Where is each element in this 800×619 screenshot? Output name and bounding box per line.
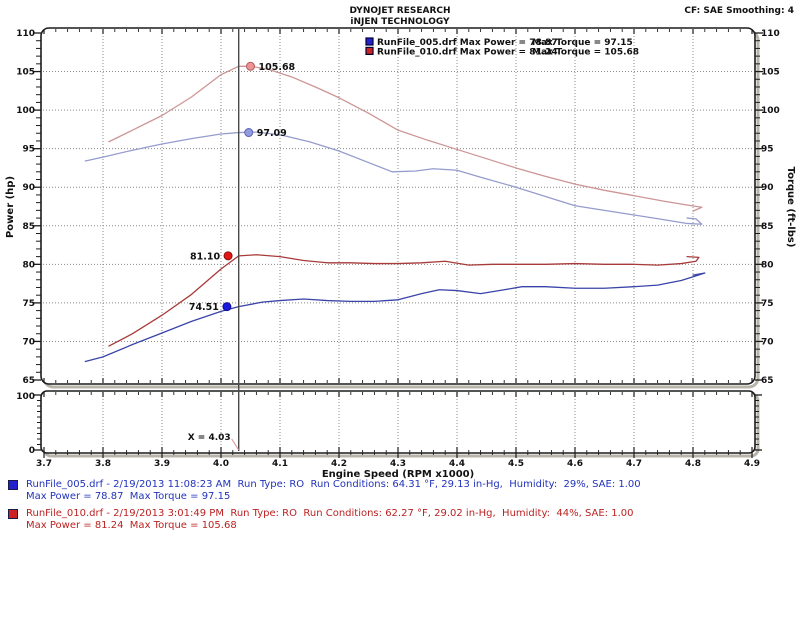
run1-info-line: RunFile_005.drf - 2/19/2013 11:08:23 AM …	[26, 479, 641, 490]
cursor-marker-dot	[222, 302, 232, 312]
graph-header: DYNOJET RESEARCH iNJEN TECHNOLOGY	[0, 6, 800, 28]
header-title: DYNOJET RESEARCH	[349, 6, 451, 16]
torque-tick-label: 105	[761, 68, 780, 78]
rpm-tick-label: 4.9	[744, 459, 760, 469]
rpm-tick-label: 4.2	[331, 459, 347, 469]
power-tick-label: 110	[16, 29, 35, 39]
power-tick-label: 100	[16, 106, 35, 116]
x-axis-title: Engine Speed (RPM x1000)	[322, 469, 474, 480]
curve-runfile-005-drf-power	[84, 272, 706, 363]
run1-color-swatch	[8, 480, 18, 490]
torque-tick-label: 110	[761, 29, 780, 39]
torque-tick-label: 80	[761, 260, 774, 270]
rpm-tick-label: 3.8	[95, 459, 111, 469]
legend-torque-text: Max Torque = 97.15	[532, 38, 633, 48]
power-tick-label: 105	[16, 68, 35, 78]
left-axis-title: Power (hp)	[5, 176, 16, 238]
torque-tick-label: 70	[761, 337, 774, 347]
power-tick-label: 90	[22, 183, 35, 193]
header-subtitle: iNJEN TECHNOLOGY	[350, 17, 450, 27]
power-tick-label: 65	[22, 376, 35, 386]
right-axis-title: Torque (ft-lbs)	[785, 167, 796, 248]
legend-power-text: RunFile_010.drf Max Power = 81.24	[377, 47, 558, 57]
run1-max-line: Max Power = 78.87 Max Torque = 97.15	[26, 491, 231, 502]
run2-info-line: RunFile_010.drf - 2/19/2013 3:01:49 PM R…	[26, 508, 634, 519]
rpm-tick-label: 3.7	[36, 459, 52, 469]
rpm-tick-label: 4.1	[272, 459, 288, 469]
torque-tick-label: 90	[761, 183, 774, 193]
main-plot-frame	[40, 27, 756, 385]
power-tick-label: 85	[22, 222, 35, 232]
torque-tick-label: 95	[761, 145, 774, 155]
torque-tick-label: 65	[761, 376, 774, 386]
run2-color-swatch	[8, 509, 18, 519]
legend-torque-text: Max Torque = 105.68	[532, 47, 639, 57]
marker-value-label: 74.51	[189, 302, 219, 313]
power-tick-label: 80	[22, 260, 35, 270]
marker-value-label: 81.10	[190, 251, 220, 262]
cursor-marker-dot	[246, 61, 255, 71]
sub-tick-label: 100	[16, 392, 35, 402]
run2-max-line: Max Power = 81.24 Max Torque = 105.68	[26, 520, 237, 531]
cursor-x-label: X = 4.03	[188, 433, 231, 443]
rpm-tick-label: 4.6	[567, 459, 583, 469]
torque-tick-label: 75	[761, 299, 774, 309]
marker-value-label: 105.68	[259, 62, 296, 73]
legend-swatch	[365, 46, 374, 56]
torque-tick-label: 85	[761, 222, 774, 232]
power-tick-label: 70	[22, 337, 35, 347]
curve-runfile-005-drf-torque	[84, 131, 703, 225]
rpm-tick-label: 4.3	[390, 459, 406, 469]
curve-runfile-010-drf-torque	[108, 65, 703, 212]
power-tick-label: 75	[22, 299, 35, 309]
rpm-tick-label: 4.8	[685, 459, 701, 469]
rpm-tick-label: 4.0	[213, 459, 229, 469]
rpm-tick-label: 3.9	[154, 459, 170, 469]
rpm-tick-label: 4.5	[508, 459, 524, 469]
sub-tick-label: 0	[29, 446, 35, 456]
cursor-marker-dot	[244, 128, 254, 138]
cursor-callout-line	[231, 438, 240, 451]
rpm-tick-label: 4.4	[449, 459, 465, 469]
rpm-tick-label: 4.7	[626, 459, 642, 469]
legend-power-text: RunFile_005.drf Max Power = 78.87	[377, 38, 558, 48]
power-tick-label: 95	[22, 145, 35, 155]
torque-tick-label: 100	[761, 106, 780, 116]
cursor-marker-dot	[223, 251, 233, 261]
correction-smoothing-label: CF: SAE Smoothing: 4	[684, 6, 794, 16]
marker-value-label: 97.09	[257, 128, 287, 139]
curve-runfile-010-drf-power	[108, 254, 700, 347]
dyno-chart: 65 65 70 70 75 75 80 80 85 85 90 90 95 95 100 100 105 105…	[5, 27, 796, 480]
sub-plot-frame	[40, 390, 756, 454]
legend-swatch	[365, 37, 374, 46]
